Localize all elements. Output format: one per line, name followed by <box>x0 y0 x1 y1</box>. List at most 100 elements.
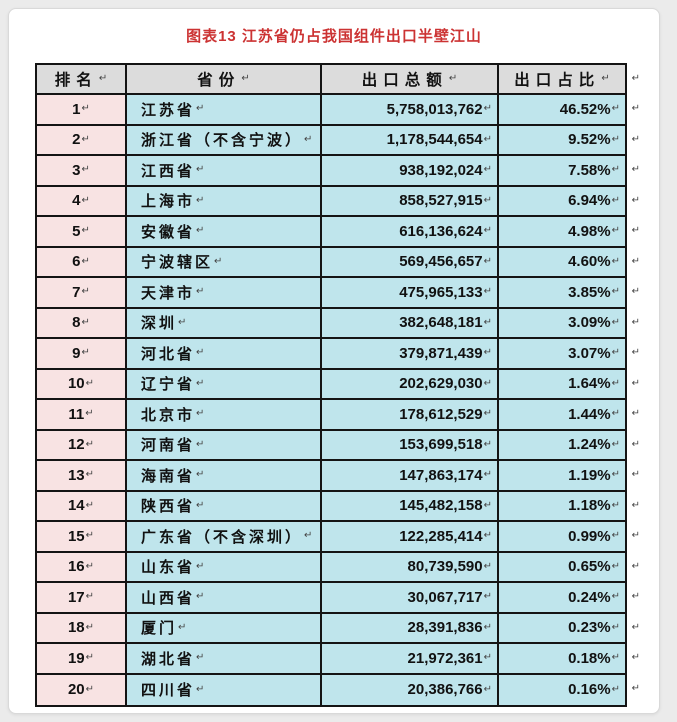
cell-value: 6.94% <box>568 192 611 210</box>
paragraph-mark-icon: ↵ <box>611 286 620 298</box>
cell-value: 厦门 <box>141 620 178 638</box>
paragraph-mark-icon: ↵ <box>196 377 205 389</box>
cell-value: 616,136,624 <box>399 222 483 240</box>
row-end-mark-icon: ↵ <box>631 499 640 511</box>
share-cell: 3.07% ↵ <box>499 339 625 368</box>
province-cell: 山西省 ↵ <box>127 583 322 612</box>
amount-cell: 569,456,657 ↵ <box>322 247 499 276</box>
paragraph-mark-icon: ↵ <box>85 408 94 420</box>
cell-value: 18 <box>67 619 85 637</box>
cell-value: 145,482,158 <box>399 497 483 515</box>
paragraph-mark-icon: ↵ <box>196 408 205 420</box>
paragraph-mark-icon: ↵ <box>611 469 620 481</box>
paragraph-mark-icon: ↵ <box>85 652 95 664</box>
rank-cell: 3 ↵ <box>37 156 127 185</box>
paragraph-mark-icon: ↵ <box>241 73 250 84</box>
cell-value: 11 <box>68 405 85 423</box>
paragraph-mark-icon: ↵ <box>85 683 95 695</box>
amount-cell: 122,285,414 ↵ <box>322 522 499 551</box>
row-end-mark-icon: ↵ <box>631 438 640 450</box>
share-cell: 0.16% ↵ <box>499 674 625 705</box>
header-label: 省份 <box>197 72 241 89</box>
province-cell: 陕西省 ↵ <box>127 491 322 520</box>
amount-cell: 30,067,717 ↵ <box>322 583 499 612</box>
rank-cell: 12 ↵ <box>37 430 127 459</box>
table-row: 7 ↵ 天津市 ↵ 475,965,133 ↵ 3.85% ↵ ↵ <box>37 278 640 309</box>
amount-cell: 475,965,133 ↵ <box>322 278 499 307</box>
header-cell-export_share: 出口占比 ↵ <box>499 65 625 93</box>
header-cell-export_total: 出口总额 ↵ <box>322 65 499 93</box>
table-row: 16 ↵ 山东省 ↵ 80,739,590 ↵ 0.65% ↵ ↵ <box>37 552 640 583</box>
share-cell: 6.94% ↵ <box>499 186 625 215</box>
amount-cell: 21,972,361 ↵ <box>322 644 499 673</box>
paragraph-mark-icon: ↵ <box>483 621 492 633</box>
paragraph-mark-icon: ↵ <box>448 73 458 84</box>
paragraph-mark-icon: ↵ <box>85 621 95 633</box>
cell-value: 3.85% <box>568 283 611 301</box>
share-cell: 3.85% ↵ <box>499 278 625 307</box>
table-row: 2 ↵ 浙江省（不含宁波） ↵ 1,178,544,654 ↵ 9.52% ↵ ↵ <box>37 125 640 156</box>
row-end-mark-icon: ↵ <box>631 621 640 633</box>
rank-cell: 19 ↵ <box>37 644 127 673</box>
paragraph-mark-icon: ↵ <box>611 408 620 420</box>
row-end-mark-icon: ↵ <box>631 530 640 541</box>
cell-value: 0.16% <box>568 681 611 699</box>
province-cell: 海南省 ↵ <box>127 461 322 490</box>
paragraph-mark-icon: ↵ <box>85 560 95 572</box>
table-row: 15 ↵ 广东省（不含深圳） ↵ 122,285,414 ↵ 0.99% ↵ ↵ <box>37 522 640 553</box>
row-end-mark-icon: ↵ <box>631 347 640 358</box>
paragraph-mark-icon: ↵ <box>611 103 620 115</box>
cell-value: 4.60% <box>568 253 611 271</box>
cell-value: 1 <box>72 100 81 118</box>
amount-cell: 938,192,024 ↵ <box>322 156 499 185</box>
cell-value: 3 <box>72 161 81 179</box>
amount-cell: 147,863,174 ↵ <box>322 461 499 490</box>
paragraph-mark-icon: ↵ <box>178 621 187 633</box>
province-cell: 河北省 ↵ <box>127 339 322 368</box>
paragraph-mark-icon: ↵ <box>85 530 95 542</box>
paragraph-mark-icon: ↵ <box>85 469 95 481</box>
cell-value: 475,965,133 <box>399 283 483 301</box>
paragraph-mark-icon: ↵ <box>81 225 90 237</box>
cell-value: 1.19% <box>568 466 611 484</box>
paragraph-mark-icon: ↵ <box>81 316 90 328</box>
paragraph-mark-icon: ↵ <box>196 194 205 206</box>
province-cell: 江西省 ↵ <box>127 156 322 185</box>
paragraph-mark-icon: ↵ <box>483 225 492 237</box>
export-table: 排名 ↵ 省份 ↵ 出口总额 ↵ 出口占比 ↵ ↵ 1 ↵ 江苏省 ↵ 5,758,013,762 ↵ 46.… <box>35 63 640 707</box>
cell-value: 湖北省 <box>141 650 196 668</box>
cell-value: 1.44% <box>568 405 611 423</box>
paragraph-mark-icon: ↵ <box>196 499 205 511</box>
rank-cell: 14 ↵ <box>37 491 127 520</box>
amount-cell: 858,527,915 ↵ <box>322 186 499 215</box>
cell-value: 0.23% <box>568 619 611 637</box>
cell-value: 202,629,030 <box>399 375 483 393</box>
cell-value: 北京市 <box>141 406 196 424</box>
rank-cell: 13 ↵ <box>37 461 127 490</box>
rank-cell: 18 ↵ <box>37 613 127 642</box>
amount-cell: 145,482,158 ↵ <box>322 491 499 520</box>
paragraph-mark-icon: ↵ <box>611 255 620 267</box>
province-cell: 厦门 ↵ <box>127 613 322 642</box>
header-row: 排名 ↵ 省份 ↵ 出口总额 ↵ 出口占比 ↵ ↵ <box>37 65 640 95</box>
paragraph-mark-icon: ↵ <box>196 683 205 695</box>
cell-value: 938,192,024 <box>399 161 483 179</box>
cell-value: 0.24% <box>568 588 611 606</box>
cell-value: 147,863,174 <box>399 466 483 484</box>
paragraph-mark-icon: ↵ <box>483 133 492 145</box>
rank-cell: 17 ↵ <box>37 583 127 612</box>
cell-value: 858,527,915 <box>399 192 483 210</box>
rank-cell: 15 ↵ <box>37 522 127 551</box>
row-end-mark-icon: ↵ <box>631 103 640 114</box>
paragraph-mark-icon: ↵ <box>611 652 620 664</box>
cell-value: 4.98% <box>568 222 611 240</box>
table-row: 6 ↵ 宁波辖区 ↵ 569,456,657 ↵ 4.60% ↵ ↵ <box>37 247 640 278</box>
rank-cell: 5 ↵ <box>37 217 127 246</box>
rank-cell: 20 ↵ <box>37 674 127 705</box>
paragraph-mark-icon: ↵ <box>611 621 620 633</box>
cell-value: 3.07% <box>568 344 611 362</box>
province-cell: 上海市 ↵ <box>127 186 322 215</box>
paragraph-mark-icon: ↵ <box>611 347 620 359</box>
paragraph-mark-icon: ↵ <box>483 438 492 450</box>
province-cell: 广东省（不含深圳） ↵ <box>127 522 322 551</box>
